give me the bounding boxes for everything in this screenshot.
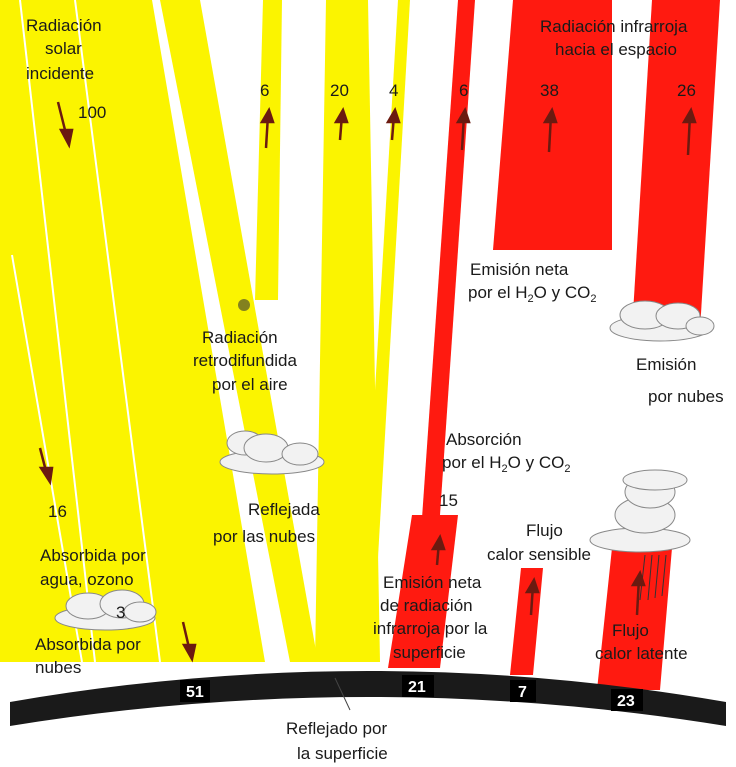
- cloud-emission-arrow-icon: [681, 106, 697, 156]
- backscatter-label-line3: por el aire: [212, 375, 288, 394]
- water-ozone-arrow-icon: [38, 447, 54, 486]
- cloud-emission-band: [632, 0, 720, 330]
- surface-ir-label-line4: superficie: [393, 643, 466, 662]
- sensible-label-line1: Flujo: [526, 521, 563, 540]
- ir-absorbed-atm-value: 15: [439, 491, 458, 510]
- solar-gap-line-1: [19, 0, 96, 663]
- ir-space-label-line1: Radiación infrarroja: [540, 17, 688, 36]
- cloud-reflected-label-line1: Reflejada: [248, 500, 320, 519]
- ir-space-label-line2: hacia el espacio: [555, 40, 677, 59]
- surface-ir-label-line2: de radiación: [380, 596, 473, 615]
- net-emission-label-line2: por el H2O y CO2: [468, 283, 596, 305]
- absorption-label-line2: por el H2O y CO2: [442, 453, 570, 475]
- surface-reflect-arrow-icon: [385, 106, 401, 141]
- upper-right-cloud-icon: [609, 300, 715, 342]
- surface-reflected-label-line1: Reflejado por: [286, 719, 387, 738]
- surface-reflected-label-line2: la superficie: [297, 744, 388, 763]
- latent-label-line2: calor latente: [595, 644, 688, 663]
- cloud-emission-label-line1: Emisión: [636, 355, 696, 374]
- cloud-reflected-label-line2: por las nubes: [213, 527, 315, 546]
- sensible-value: 7: [518, 684, 527, 701]
- absorption-label-line1: Absorción: [446, 430, 522, 449]
- sensible-heat-band: [510, 568, 543, 675]
- backscatter-out-value: 6: [260, 81, 269, 100]
- middle-cloud-icon: [219, 430, 325, 475]
- surface-ir-label-line1: Emisión neta: [383, 573, 482, 592]
- backscatter-label-line1: Radiación: [202, 328, 278, 347]
- incoming-value: 100: [78, 103, 106, 122]
- gas-emission-arrow-icon: [542, 106, 558, 153]
- water-ozone-label-line2: agua, ozono: [40, 570, 134, 589]
- clouds-absorbed-label-line2: nubes: [35, 658, 81, 677]
- sensible-heat-arrow-icon: [524, 576, 540, 616]
- incoming-label-line1: Radiación: [26, 16, 102, 35]
- incoming-arrow-icon: [56, 101, 74, 149]
- backscatter-arrow-icon: [259, 106, 275, 149]
- surface-absorbed-badge: [180, 680, 210, 702]
- water-ozone-value: 16: [48, 502, 67, 521]
- surface-reflected-up-band: [359, 0, 410, 662]
- values: 100 6 20 4 6 38 26 16 3 15: [48, 81, 696, 622]
- labels: Radiación solar incidente Radiación infr…: [26, 16, 724, 763]
- latent-value: 23: [617, 693, 635, 710]
- cloud-reflect-out-value: 20: [330, 81, 349, 100]
- surface-ir-arrow-icon: [430, 533, 446, 566]
- surface-ir-value: 21: [408, 679, 426, 696]
- left-cloud-icon: [54, 589, 157, 631]
- sensible-badge: [510, 680, 536, 702]
- solar-gap-line-2: [74, 0, 161, 663]
- ir-window-band: [412, 0, 475, 662]
- clouds-absorbed-value: 3: [116, 603, 125, 622]
- surface-ir-label-line3: infrarroja por la: [373, 619, 488, 638]
- sensible-label-line2: calor sensible: [487, 545, 591, 564]
- gas-emission-band: [493, 0, 612, 250]
- surface-reflect-out-value: 4: [389, 81, 398, 100]
- surface-reflection-pointer: [334, 677, 351, 711]
- surface-badges: 51 21 7 23: [180, 675, 643, 711]
- solar-gap-line-3: [11, 254, 83, 663]
- incoming-solar-band: [0, 0, 265, 662]
- latent-label-line1: Flujo: [612, 621, 649, 640]
- clouds-absorbed-label-line1: Absorbida por: [35, 635, 141, 654]
- clouds: [54, 300, 715, 631]
- cloud-emission-label-line2: por nubes: [648, 387, 724, 406]
- infrared-bands: [388, 0, 720, 690]
- latent-heat-arrow-icon: [630, 569, 646, 616]
- gas-emission-out-value: 38: [540, 81, 559, 100]
- cumulonimbus-cloud-icon: [589, 469, 691, 553]
- cloud-reflect-arrow-icon: [333, 106, 349, 141]
- net-emission-label-line1: Emisión neta: [470, 260, 569, 279]
- surface-ir-badge: [402, 675, 434, 697]
- cloud-emission-out-value: 26: [677, 81, 696, 100]
- incoming-label-line2: solar: [45, 39, 82, 58]
- incoming-label-line3: incidente: [26, 64, 94, 83]
- cloud-reflected-down-band: [160, 0, 318, 662]
- backscatter-scatter-dot: [238, 299, 250, 311]
- arrows: [38, 101, 697, 663]
- cloud-reflected-up-band: [315, 0, 380, 662]
- water-ozone-label-line1: Absorbida por: [40, 546, 146, 565]
- ir-window-arrow-icon: [455, 106, 471, 151]
- surface-ir-band: [388, 515, 458, 668]
- backscatter-up-band: [255, 0, 282, 300]
- solar-bands: [0, 0, 410, 663]
- surface-absorbed-value: 51: [186, 684, 204, 701]
- latent-heat-band: [597, 548, 672, 690]
- backscatter-label-line2: retrodifundida: [193, 351, 298, 370]
- ir-window-out-value: 6: [459, 81, 468, 100]
- latent-badge: [611, 689, 643, 711]
- surface-solar-arrow-icon: [181, 621, 197, 663]
